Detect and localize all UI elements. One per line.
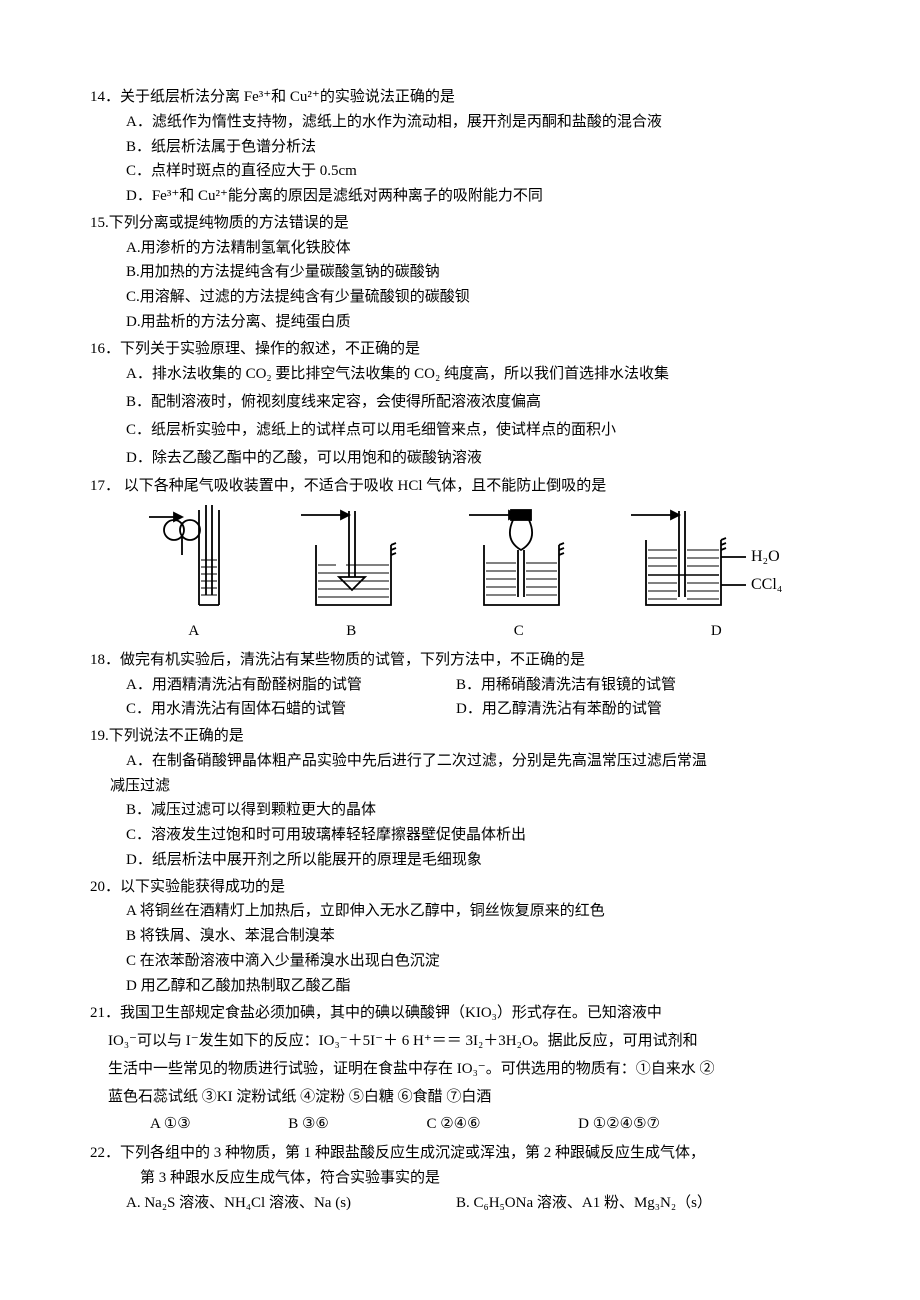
q19-rest: B．减压过滤可以得到颗粒更大的晶体 C．溶液发生过饱和时可用玻璃棒轻轻摩擦器壁促… (90, 798, 840, 872)
q16-opt-c: C．纸层析实验中，滤纸上的试样点可以用毛细管来点，使试样点的面积小 (126, 417, 840, 445)
q18-opt-c: C．用水清洗沾有固体石蜡的试管 (126, 697, 456, 722)
question-18: 18．做完有机实验后，清洗沾有某些物质的试管，下列方法中，不正确的是 A．用酒精… (90, 648, 840, 722)
q20-opt-c: C 在浓苯酚溶液中滴入少量稀溴水出现白色沉淀 (126, 949, 840, 974)
q18-stem: 18．做完有机实验后，清洗沾有某些物质的试管，下列方法中，不正确的是 (90, 648, 840, 673)
q21-opt-b: B ③⑥ (288, 1111, 329, 1139)
q21-options: A ①③ B ③⑥ C ②④⑥ D ①②④⑤⑦ (90, 1111, 840, 1139)
q14-opt-d: D．Fe³⁺和 Cu²⁺能分离的原因是滤纸对两种离子的吸附能力不同 (126, 184, 840, 209)
q22-opt-b: B. C₆H₅ONa 溶液、A1 粉、Mg₃N₂（s） (456, 1191, 712, 1216)
q22-stem: 22．下列各组中的 3 种物质，第 1 种跟盐酸反应生成沉淀或浑浊，第 2 种跟… (90, 1141, 840, 1166)
q15-opt-d: D.用盐析的方法分离、提纯蛋白质 (126, 310, 840, 335)
question-16: 16．下列关于实验原理、操作的叙述，不正确的是 A．排水法收集的 CO₂ 要比排… (90, 337, 840, 473)
q22-options: A. Na₂S 溶液、NH₄Cl 溶液、Na (s) B. C₆H₅ONa 溶液… (90, 1191, 840, 1216)
question-19: 19.下列说法不正确的是 A．在制备硝酸钾晶体粗产品实验中先后进行了二次过滤，分… (90, 724, 840, 873)
q20-options: A 将铜丝在酒精灯上加热后，立即伸入无水乙醇中，铜丝恢复原来的红色 B 将铁屑、… (90, 899, 840, 998)
q22-line2: 第 3 种跟水反应生成气体，符合实验事实的是 (90, 1166, 840, 1191)
q14-opt-c: C．点样时斑点的直径应大于 0.5cm (126, 159, 840, 184)
q19-opt-a2: 减压过滤 (90, 774, 840, 799)
fig-b-label: B (291, 619, 411, 644)
q18-opt-d: D．用乙醇清洗沾有苯酚的试管 (456, 697, 662, 722)
q21-opt-c: C ②④⑥ (426, 1111, 480, 1139)
apparatus-a-icon (144, 505, 244, 615)
q16-opt-a: A．排水法收集的 CO₂ 要比排空气法收集的 CO₂ 纯度高，所以我们首选排水法… (126, 361, 840, 389)
figure-d: H₂O CCl₄ D (626, 505, 806, 644)
fig-a-label: A (144, 619, 244, 644)
q15-opt-c: C.用溶解、过滤的方法提纯含有少量硫酸钡的碳酸钡 (126, 285, 840, 310)
q15-opt-a: A.用渗析的方法精制氢氧化铁胶体 (126, 236, 840, 261)
q17-stem: 17． 以下各种尾气吸收装置中，不适合于吸收 HCl 气体，且不能防止倒吸的是 (90, 474, 840, 499)
ccl4-label: CCl₄ (751, 576, 783, 593)
apparatus-c-icon (459, 505, 579, 615)
q20-opt-b: B 将铁屑、溴水、苯混合制溴苯 (126, 924, 840, 949)
question-20: 20．以下实验能获得成功的是 A 将铜丝在酒精灯上加热后，立即伸入无水乙醇中，铜… (90, 875, 840, 999)
h2o-label: H₂O (751, 548, 780, 565)
figure-b: B (291, 505, 411, 644)
q18-options: A．用酒精清洗沾有酚醛树脂的试管 B．用稀硝酸清洗洁有银镜的试管 C．用水清洗沾… (90, 673, 840, 723)
q17-figures: A (90, 499, 840, 646)
question-22: 22．下列各组中的 3 种物质，第 1 种跟盐酸反应生成沉淀或浑浊，第 2 种跟… (90, 1141, 840, 1215)
q16-opt-d: D．除去乙酸乙酯中的乙酸，可以用饱和的碳酸钠溶液 (126, 445, 840, 473)
figure-a: A (144, 505, 244, 644)
q20-stem: 20．以下实验能获得成功的是 (90, 875, 840, 900)
q16-options: A．排水法收集的 CO₂ 要比排空气法收集的 CO₂ 纯度高，所以我们首选排水法… (90, 361, 840, 472)
fig-d-label: D (626, 619, 806, 644)
q18-opt-a: A．用酒精清洗沾有酚醛树脂的试管 (126, 673, 456, 698)
q21-line3: 生活中一些常见的物质进行试验，证明在食盐中存在 IO₃⁻。可供选用的物质有：①自… (90, 1056, 840, 1084)
q15-options: A.用渗析的方法精制氢氧化铁胶体 B.用加热的方法提纯含有少量碳酸氢钠的碳酸钠 … (90, 236, 840, 335)
q20-opt-d: D 用乙醇和乙酸加热制取乙酸乙酯 (126, 974, 840, 999)
q16-opt-b: B．配制溶液时，俯视刻度线来定容，会使得所配溶液浓度偏高 (126, 389, 840, 417)
q21-stem: 21．我国卫生部规定食盐必须加碘，其中的碘以碘酸钾（KIO₃）形式存在。已知溶液… (90, 1000, 840, 1028)
q19-stem: 19.下列说法不正确的是 (90, 724, 840, 749)
q20-opt-a: A 将铜丝在酒精灯上加热后，立即伸入无水乙醇中，铜丝恢复原来的红色 (126, 899, 840, 924)
figure-c: C (459, 505, 579, 644)
q18-opt-b: B．用稀硝酸清洗洁有银镜的试管 (456, 673, 676, 698)
q21-opt-a: A ①③ (150, 1111, 191, 1139)
q15-opt-b: B.用加热的方法提纯含有少量碳酸氢钠的碳酸钠 (126, 260, 840, 285)
q19-opt-b: B．减压过滤可以得到颗粒更大的晶体 (126, 798, 840, 823)
q15-stem: 15.下列分离或提纯物质的方法错误的是 (90, 211, 840, 236)
q14-stem: 14．关于纸层析法分离 Fe³⁺和 Cu²⁺的实验说法正确的是 (90, 85, 840, 110)
fig-c-label: C (459, 619, 579, 644)
question-15: 15.下列分离或提纯物质的方法错误的是 A.用渗析的方法精制氢氧化铁胶体 B.用… (90, 211, 840, 335)
q21-line4: 蓝色石蕊试纸 ③KI 淀粉试纸 ④淀粉 ⑤白糖 ⑥食醋 ⑦白酒 (90, 1084, 840, 1112)
q16-stem: 16．下列关于实验原理、操作的叙述，不正确的是 (90, 337, 840, 362)
q22-opt-a: A. Na₂S 溶液、NH₄Cl 溶液、Na (s) (126, 1191, 456, 1216)
question-17: 17． 以下各种尾气吸收装置中，不适合于吸收 HCl 气体，且不能防止倒吸的是 (90, 474, 840, 646)
question-14: 14．关于纸层析法分离 Fe³⁺和 Cu²⁺的实验说法正确的是 A．滤纸作为惰性… (90, 85, 840, 209)
q19-opt-c: C．溶液发生过饱和时可用玻璃棒轻轻摩擦器壁促使晶体析出 (126, 823, 840, 848)
q19-opt-d: D．纸层析法中展开剂之所以能展开的原理是毛细现象 (126, 848, 840, 873)
q14-opt-b: B．纸层析法属于色谱分析法 (126, 135, 840, 160)
q14-options: A．滤纸作为惰性支持物，滤纸上的水作为流动相，展开剂是丙酮和盐酸的混合液 B．纸… (90, 110, 840, 209)
q19-opt-a1: A．在制备硝酸钾晶体粗产品实验中先后进行了二次过滤，分别是先高温常压过滤后常温 (90, 749, 840, 774)
q21-opt-d: D ①②④⑤⑦ (578, 1111, 660, 1139)
q21-line2: IO₃⁻可以与 I⁻发生如下的反应：IO₃⁻＋5I⁻＋ 6 H⁺＝＝ 3I₂＋3… (90, 1028, 840, 1056)
apparatus-d-icon: H₂O CCl₄ (626, 505, 806, 615)
question-21: 21．我国卫生部规定食盐必须加碘，其中的碘以碘酸钾（KIO₃）形式存在。已知溶液… (90, 1000, 840, 1139)
apparatus-b-icon (291, 505, 411, 615)
q14-opt-a: A．滤纸作为惰性支持物，滤纸上的水作为流动相，展开剂是丙酮和盐酸的混合液 (126, 110, 840, 135)
